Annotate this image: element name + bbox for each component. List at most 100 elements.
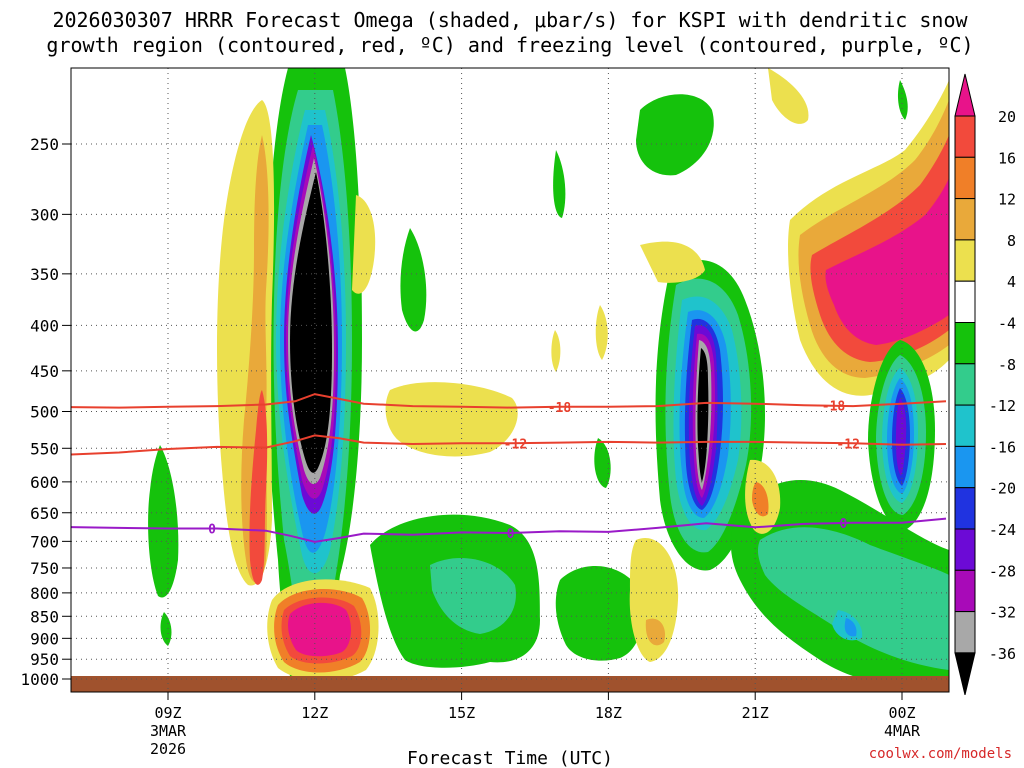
colorbar-label: 20: [998, 108, 1016, 126]
colorbar-swatch: [954, 156, 976, 200]
colorbar-swatch: [954, 528, 976, 571]
colorbar-bottom-arrow: [954, 652, 976, 696]
omega-fill-yellow-lowlevel-19z: [629, 538, 679, 662]
x-axis-label: Forecast Time (UTC): [407, 748, 613, 768]
y-tick-label: 500: [30, 403, 59, 422]
contour-label: 0: [208, 522, 216, 537]
omega-fill-yellow-blob-19z: [640, 241, 705, 283]
colorbar-label: 16: [998, 149, 1016, 167]
colorbar-label: -16: [989, 438, 1016, 456]
x-tick-label: 00Z: [888, 704, 915, 722]
y-axis-ticks: 250 300 350 400 450 500 550 600 650 700 750 800 850 9…: [20, 135, 71, 689]
y-tick-label: 1000: [20, 670, 59, 689]
y-tick-label: 700: [30, 532, 59, 551]
colorbar-swatch: [954, 280, 976, 324]
omega-fill-green-blob-18z: [594, 438, 611, 488]
contour-line--12: [71, 434, 947, 456]
colorbar-swatch: [954, 569, 976, 613]
omega-fill-teal-right-lowlevel: [757, 527, 949, 670]
omega-fill-20z-black: [697, 348, 709, 482]
colorbar-swatch: [954, 363, 976, 406]
colorbar-label: -28: [989, 562, 1016, 580]
chart-title-line2: growth region (contoured, red, ºC) and f…: [46, 33, 973, 57]
y-tick-label: 350: [30, 265, 59, 284]
omega-fill-orange-21z: [752, 482, 769, 517]
omega-fill-yellow-top-right: [768, 68, 809, 124]
contour-line--18: [71, 393, 947, 409]
y-tick-label: 400: [30, 316, 59, 335]
colorbar-label: -24: [989, 521, 1016, 539]
y-tick-label: 800: [30, 584, 59, 603]
omega-fill-yellow-upper-12z-right: [352, 195, 376, 294]
colorbar-swatch: [954, 115, 976, 158]
y-tick-label: 750: [30, 559, 59, 578]
y-tick-label: 850: [30, 607, 59, 626]
colorbar-label: 12: [998, 191, 1016, 209]
y-tick-label: 950: [30, 650, 59, 669]
omega-fill-green-right-upper: [897, 80, 908, 120]
omega-fill-yellow-blob-15z: [385, 382, 518, 457]
omega-fill-green-blob-14z: [400, 228, 427, 332]
y-tick-label: 900: [30, 629, 59, 648]
colorbar-swatch: [954, 611, 976, 654]
gridlines: [71, 68, 949, 692]
credit-text: coolwx.com/models: [869, 746, 1012, 762]
contour-label: -18: [822, 400, 846, 415]
x-tick-label: 09Z: [154, 704, 181, 722]
omega-fill-lowlevel-12z-magenta: [288, 602, 351, 657]
omega-fill-green-lowlevel-18z: [555, 566, 644, 661]
contour-label: -12: [504, 437, 527, 452]
colorbar-top-arrow: [954, 73, 976, 117]
colorbar: 20 16 12 8 4 -4 -8 -12 -16 -20 -24 -28 -32 -36: [954, 73, 1016, 696]
plot-area: -18 -18 -12 -12 0 0 0: [71, 68, 949, 692]
colorbar-label: -12: [989, 397, 1016, 415]
plot-border: [70, 67, 950, 693]
contour-label: 0: [507, 527, 515, 542]
colorbar-label: 4: [1007, 273, 1016, 291]
colorbar-label: -36: [989, 645, 1016, 663]
temperature-contours: -18 -18 -12 -12 0 0 0: [71, 393, 947, 543]
colorbar-label: -20: [989, 480, 1016, 498]
contour-label: 0: [839, 517, 847, 532]
colorbar-swatch: [954, 322, 976, 365]
colorbar-swatch: [954, 487, 976, 530]
omega-fill-orange-lowlevel-19z: [645, 618, 666, 646]
omega-fill-green-blob-09z-lower: [160, 612, 172, 646]
x-tick-label: 15Z: [448, 704, 475, 722]
x-tick-date: 3MAR: [150, 722, 187, 740]
omega-fill-green-blob-09z: [148, 445, 179, 598]
x-tick-year: 2026: [150, 740, 186, 758]
x-tick-date: 4MAR: [884, 722, 921, 740]
colorbar-label: -32: [989, 604, 1016, 622]
x-tick-label: 12Z: [301, 704, 328, 722]
omega-fill-green-blob-16z-upper: [553, 150, 566, 218]
colorbar-swatch: [954, 239, 976, 282]
contour-label: -12: [836, 437, 859, 452]
omega-fill-red-left-of-12z: [249, 390, 268, 585]
colorbar-swatch: [954, 445, 976, 489]
colorbar-label: -8: [998, 356, 1016, 374]
below-ground-fill: [71, 676, 949, 692]
omega-fill-yellow-blob-17z: [551, 330, 561, 372]
y-tick-label: 250: [30, 135, 59, 154]
omega-shading: [148, 68, 949, 692]
y-tick-label: 450: [30, 362, 59, 381]
colorbar-label: -4: [998, 315, 1016, 333]
colorbar-label: 8: [1007, 232, 1016, 250]
contour-line-0: [71, 517, 947, 543]
omega-fill-yellow-blob-17z-b: [595, 305, 608, 360]
omega-fill-blue-right-lowlevel: [844, 618, 857, 637]
contour-label: -18: [548, 401, 572, 416]
omega-fill-12z-black: [290, 172, 332, 473]
y-tick-label: 300: [30, 205, 59, 224]
colorbar-swatch: [954, 404, 976, 447]
y-tick-label: 550: [30, 439, 59, 458]
chart-title-line1: 2026030307 HRRR Forecast Omega (shaded, …: [52, 8, 968, 32]
colorbar-swatch: [954, 198, 976, 241]
omega-fill-teal-lowlevel-15z: [430, 557, 516, 634]
omega-fill-green-upper-19z: [636, 94, 714, 176]
omega-fill-00z-purple: [896, 398, 907, 476]
x-tick-label: 21Z: [742, 704, 769, 722]
